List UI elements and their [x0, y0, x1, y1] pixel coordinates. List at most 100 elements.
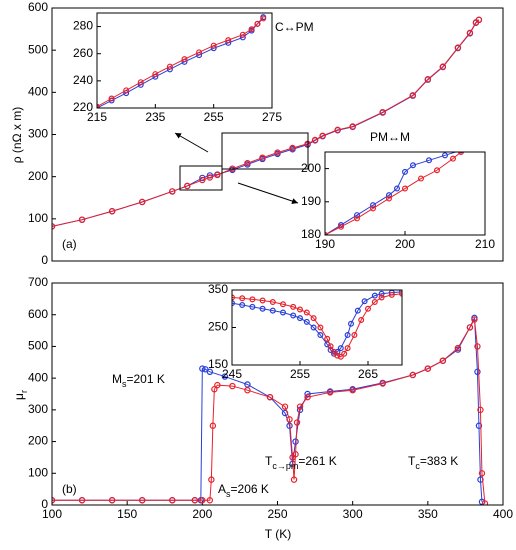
annotation: As=206 K — [218, 482, 269, 499]
data-point — [199, 365, 206, 372]
annotation: (a) — [62, 237, 77, 251]
data-point — [244, 159, 251, 167]
data-point — [303, 318, 310, 325]
data-point — [324, 335, 331, 342]
data-point — [289, 144, 296, 152]
data-point — [214, 171, 221, 179]
data-point — [209, 422, 217, 429]
data-point — [138, 198, 146, 206]
y-tick-label: 240 — [73, 73, 93, 87]
data-point — [337, 345, 344, 352]
data-point — [450, 155, 457, 162]
data-point — [481, 500, 489, 505]
series-line — [52, 19, 480, 227]
data-point — [304, 390, 311, 398]
data-point — [211, 386, 218, 393]
x-tick-label: 250 — [267, 507, 287, 521]
y-tick-label: 500 — [28, 339, 48, 353]
data-point — [280, 309, 287, 316]
data-point — [354, 215, 361, 222]
x-tick-label: 245 — [222, 367, 242, 381]
y-tick-label: 0 — [41, 497, 48, 511]
series-group — [325, 152, 464, 235]
data-point — [386, 192, 393, 199]
data-point — [269, 299, 276, 306]
data-point — [434, 167, 441, 174]
annotation: C↔PM — [275, 20, 314, 34]
data-point — [474, 368, 481, 375]
y-tick-label: 300 — [28, 402, 48, 416]
x-tick-label: 200 — [192, 507, 212, 521]
data-point — [466, 29, 474, 37]
text-part: s — [122, 379, 127, 389]
data-point — [208, 476, 215, 483]
data-point — [344, 332, 351, 339]
data-point — [326, 389, 334, 396]
data-point — [454, 44, 462, 51]
data-point — [337, 353, 344, 360]
data-point — [310, 324, 317, 331]
y-tick-label: 600 — [28, 307, 48, 321]
x-axis-label: T (K) — [265, 527, 291, 541]
data-point — [259, 297, 266, 304]
data-point — [310, 315, 317, 322]
data-point — [297, 315, 304, 322]
y-tick-label: 300 — [28, 127, 48, 141]
data-point — [290, 476, 298, 483]
data-point — [344, 345, 351, 352]
y-axis-label: ρ (nΩ x m) — [10, 107, 24, 163]
plot-frame — [231, 289, 403, 366]
y-tick-label: 100 — [28, 465, 48, 479]
data-point — [442, 152, 449, 159]
data-point — [210, 42, 217, 49]
data-point — [334, 352, 341, 359]
text-part: =261 K — [298, 454, 336, 468]
y-tick-label: 200 — [301, 161, 321, 175]
data-point — [311, 136, 319, 144]
data-point — [166, 63, 173, 70]
data-point — [317, 332, 324, 339]
data-point — [108, 95, 115, 102]
data-point — [225, 37, 232, 44]
text-part: T — [408, 454, 416, 468]
data-point — [196, 49, 203, 56]
data-point — [378, 294, 385, 301]
data-point — [348, 320, 355, 327]
text-part: M — [112, 372, 122, 386]
annotation: Ms=201 K — [112, 372, 165, 389]
data-point — [378, 290, 385, 297]
data-point — [379, 108, 386, 116]
data-point — [379, 380, 386, 387]
data-point — [274, 149, 281, 156]
data-point — [402, 185, 409, 192]
y-tick-label: 190 — [301, 194, 321, 208]
arrow — [237, 182, 299, 204]
data-point — [244, 386, 251, 394]
data-point — [254, 20, 261, 27]
data-point — [286, 416, 293, 423]
x-tick-label: 255 — [290, 367, 310, 381]
data-point — [259, 154, 266, 161]
data-point — [341, 350, 348, 357]
annotation: PM↔M — [370, 130, 410, 144]
y-tick-label: 350 — [208, 282, 228, 296]
text-part: =206 K — [231, 482, 269, 496]
data-point — [370, 205, 377, 212]
data-point — [402, 168, 409, 175]
data-point — [280, 301, 287, 308]
data-point — [426, 157, 433, 164]
data-point — [439, 63, 447, 70]
data-point — [354, 212, 361, 219]
data-point — [327, 343, 334, 350]
data-point — [239, 302, 246, 309]
data-point — [471, 316, 478, 323]
data-point — [239, 295, 246, 302]
y-tick-label: 260 — [73, 46, 93, 60]
data-point — [370, 202, 377, 209]
data-point — [137, 79, 144, 86]
x-tick-label: 215 — [87, 110, 107, 124]
data-point — [199, 176, 206, 184]
